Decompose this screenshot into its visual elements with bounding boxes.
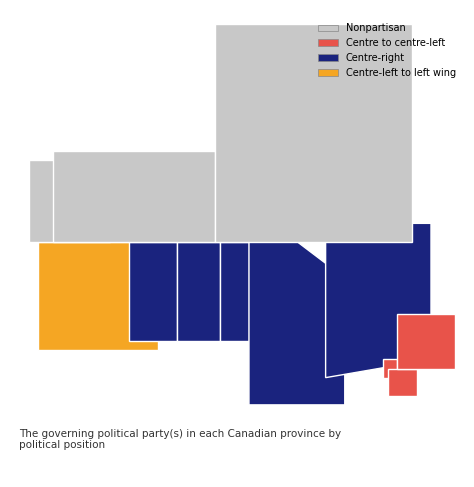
Polygon shape [28,160,110,242]
Polygon shape [220,242,249,341]
Polygon shape [53,151,216,242]
Text: The governing political party(s) in each Canadian province by
political position: The governing political party(s) in each… [19,429,341,450]
Polygon shape [249,242,345,405]
Polygon shape [398,314,455,369]
Polygon shape [388,369,417,396]
Legend: Nonpartisan, Centre to centre-left, Centre-right, Centre-left to left wing: Nonpartisan, Centre to centre-left, Cent… [315,19,460,82]
Polygon shape [326,224,431,377]
Polygon shape [129,242,177,341]
Polygon shape [383,359,398,377]
Polygon shape [177,242,220,341]
Polygon shape [38,242,158,351]
Polygon shape [216,24,412,242]
